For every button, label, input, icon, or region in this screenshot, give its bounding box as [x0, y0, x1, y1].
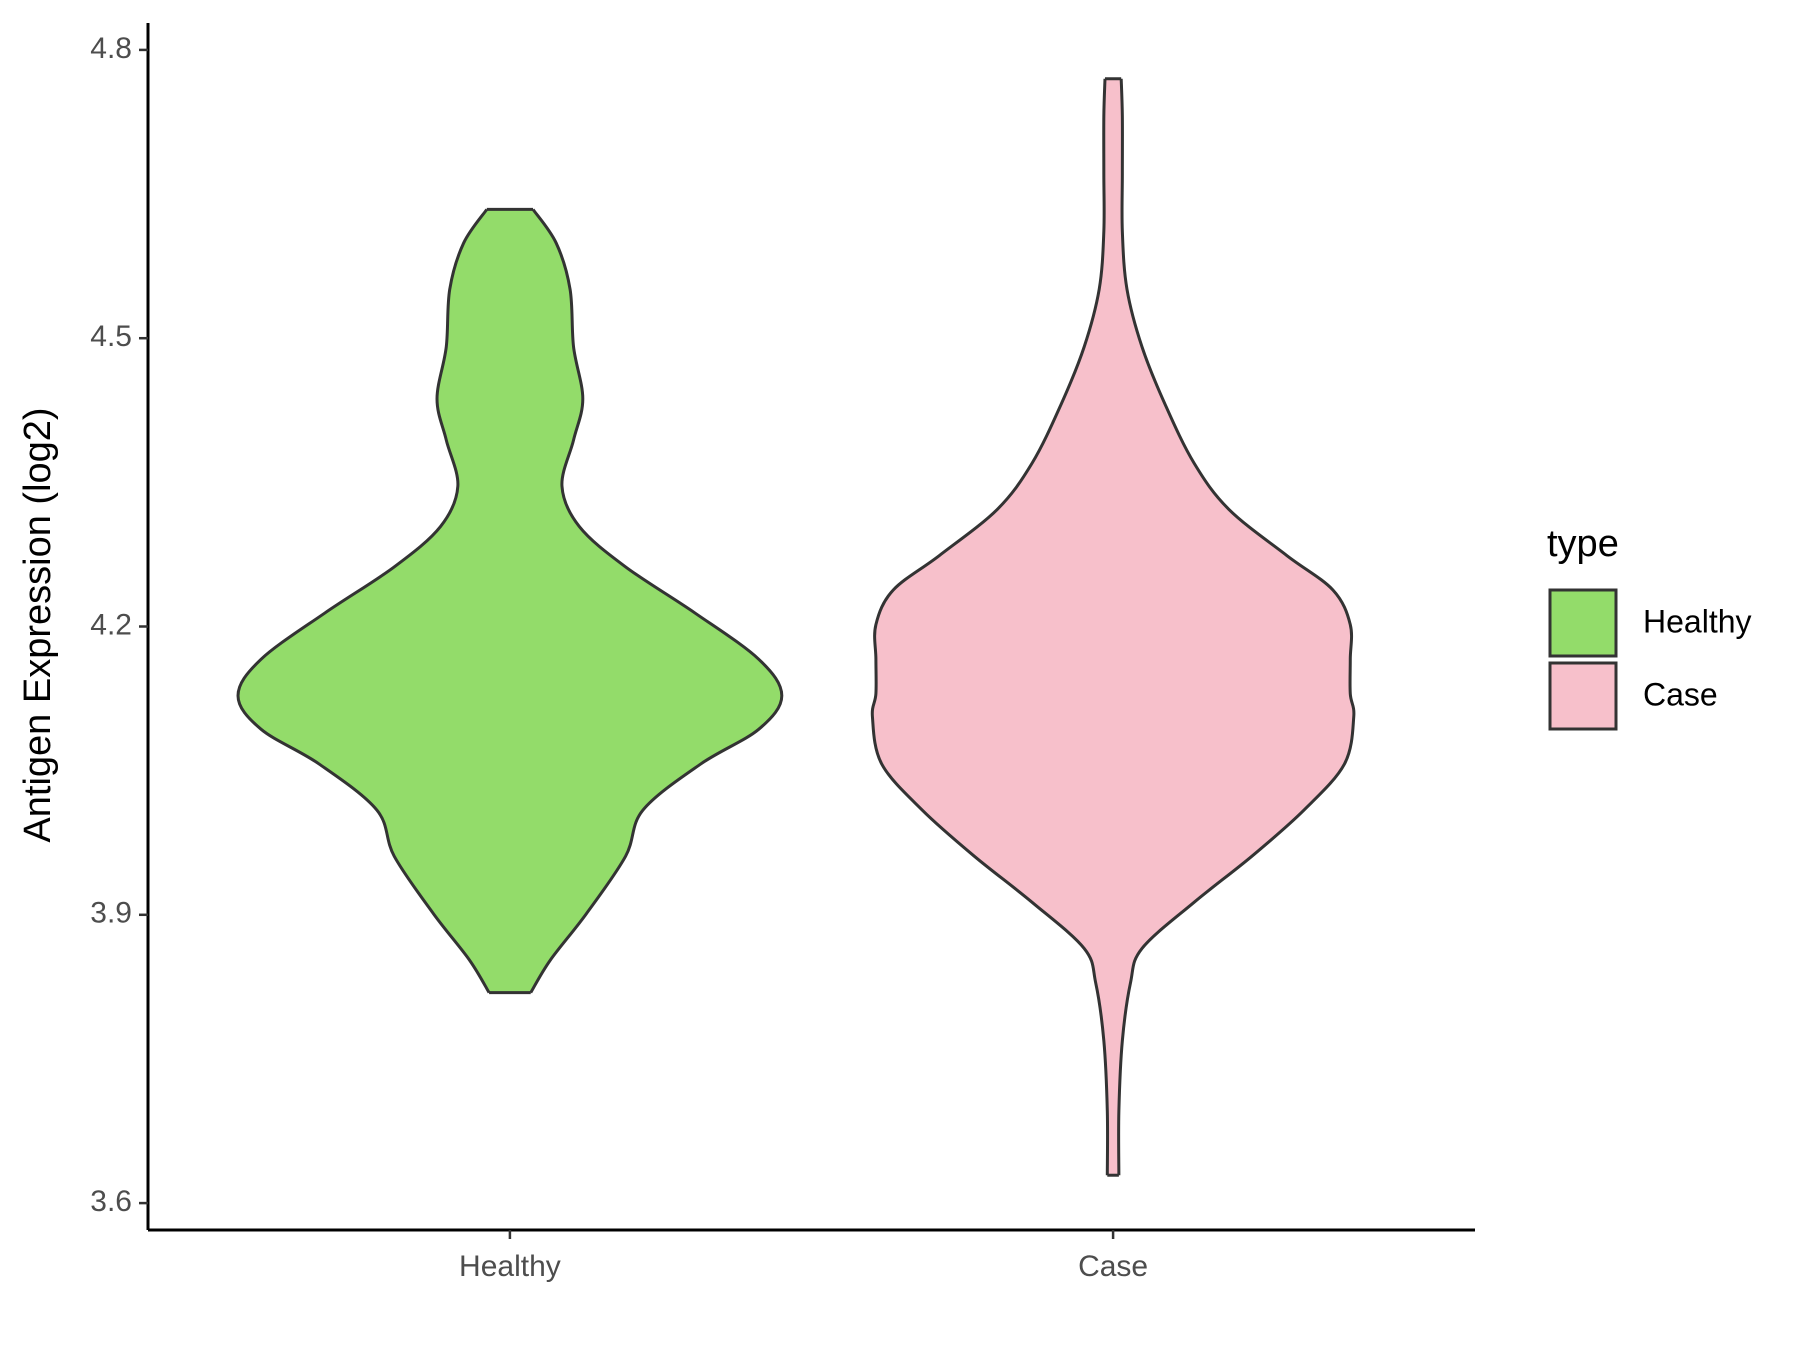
legend-key	[1548, 588, 1618, 658]
y-tick-label: 4.2	[90, 608, 132, 641]
violin-fill	[238, 209, 782, 993]
violin-fill	[872, 78, 1354, 1176]
y-tick-label: 4.5	[90, 320, 132, 353]
legend-label: Healthy	[1643, 603, 1752, 639]
legend-title: type	[1547, 523, 1619, 565]
y-tick-label: 3.9	[90, 897, 132, 930]
violin-outline-right	[529, 208, 784, 994]
y-tick-label: 3.6	[90, 1185, 132, 1218]
legend-key	[1548, 661, 1618, 731]
violin-outline-left	[236, 208, 491, 994]
violin-outline-right	[1117, 78, 1356, 1176]
x-tick-label: Case	[1078, 1250, 1148, 1283]
y-axis-title: Antigen Expression (log2)	[17, 407, 59, 842]
y-tick-label: 4.8	[90, 32, 132, 65]
violin-outline-left	[870, 78, 1110, 1176]
x-tick-label: Healthy	[459, 1250, 561, 1283]
legend-label: Case	[1643, 676, 1718, 712]
